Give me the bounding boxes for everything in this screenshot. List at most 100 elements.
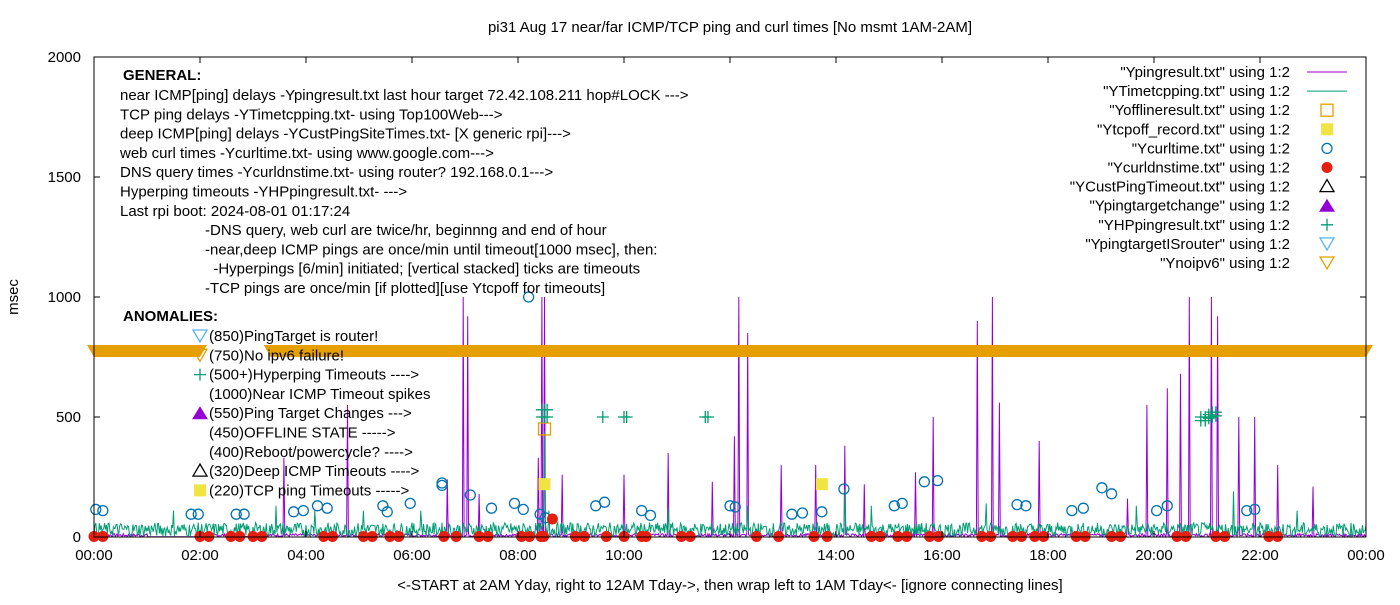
anomaly-marker <box>194 368 206 381</box>
data-point <box>311 500 324 512</box>
data-point <box>888 500 900 512</box>
legend-label: "YTimetcpping.txt" using 1:2 <box>1103 83 1290 100</box>
annotations-layer: GENERAL: near ICMP[ping] delays -Ypingres… <box>119 67 689 499</box>
data-point <box>838 483 850 495</box>
legend: "Ypingresult.txt" using 1:2 "YTimetcpping… <box>1070 64 1347 272</box>
general-line: near ICMP[ping] delays -Ypingresult.txt … <box>120 87 689 104</box>
legend-label: "Ynoipv6" using 1:2 <box>1160 255 1290 272</box>
general-line: Last rpi boot: 2024-08-01 01:17:24 <box>120 203 350 220</box>
legend-marker <box>1321 142 1333 155</box>
general-line: DNS query times -Ycurldnstime.txt- using… <box>120 164 553 181</box>
legend-label: "Ypingtargetchange" using 1:2 <box>1089 198 1290 215</box>
data-point <box>436 479 448 492</box>
data-point <box>538 478 551 491</box>
data-point <box>436 477 448 489</box>
legend-marker <box>1321 218 1333 231</box>
data-point <box>815 478 828 491</box>
y-tick-label: 1500 <box>48 169 81 186</box>
legend-marker <box>1319 198 1335 212</box>
legend-marker <box>1318 256 1336 271</box>
data-point <box>796 507 809 519</box>
data-point <box>1151 504 1163 517</box>
data-point <box>636 504 648 517</box>
general-line: TCP ping delays -YTimetcpping.txt- using… <box>120 106 503 123</box>
x-tick-label: 08:00 <box>499 547 537 564</box>
x-tick-label: 12:00 <box>711 547 749 564</box>
anomaly-marker <box>191 348 209 363</box>
x-tick-label: 14:00 <box>817 547 855 564</box>
x-axis-label: <-START at 2AM Yday, right to 12AM Tday-… <box>397 577 1062 594</box>
anomaly-line: (220)TCP ping Timeouts -----> <box>209 482 409 499</box>
y-tick-label: 1000 <box>48 289 81 306</box>
axes: 00:00 02:00 04:00 06:00 08:00 10:00 12:00 14:00… <box>48 49 1385 564</box>
legend-label: "Ycurltime.txt" using 1:2 <box>1132 140 1290 157</box>
x-tick-label: 00:00 <box>1347 547 1385 564</box>
data-point <box>546 513 558 525</box>
general-line: deep ICMP[ping] delays -YCustPingSiteTim… <box>120 126 571 143</box>
data-point <box>97 504 109 517</box>
data-point <box>644 509 657 522</box>
y-axis-label: msec <box>5 279 22 315</box>
data-point <box>1161 500 1173 512</box>
x-tick-label: 16:00 <box>923 547 961 564</box>
data-point <box>1096 482 1108 494</box>
anomaly-marker <box>194 484 206 497</box>
data-point <box>1020 500 1032 512</box>
data-point <box>786 508 798 520</box>
data-point <box>620 411 633 423</box>
data-point <box>1249 503 1261 516</box>
data-point <box>90 503 102 516</box>
x-tick-label: 02:00 <box>181 547 219 564</box>
note-line: -near,deep ICMP pings are once/min until… <box>205 241 657 258</box>
note-line: -Hyperpings [6/min] initiated; [vertical… <box>205 261 640 278</box>
note-line: -TCP pings are once/min [if plotted][use… <box>205 280 605 297</box>
x-tick-label: 04:00 <box>287 547 325 564</box>
x-tick-label: 20:00 <box>1135 547 1173 564</box>
data-point <box>1241 504 1253 517</box>
data-point <box>931 474 944 487</box>
anomaly-marker <box>192 406 208 420</box>
legend-label: "Yofflineresult.txt" using 1:2 <box>1109 102 1290 119</box>
x-tick-label: 22:00 <box>1241 547 1279 564</box>
data-point <box>192 508 204 520</box>
data-point <box>185 508 197 520</box>
anomaly-line: (500+)Hyperping Timeouts ----> <box>209 367 419 384</box>
general-heading: GENERAL: <box>123 67 201 84</box>
data-point <box>598 496 611 508</box>
data-point <box>1209 409 1222 422</box>
data-point <box>596 411 609 423</box>
anomaly-line: (1000)Near ICMP Timeout spikes <box>209 386 430 403</box>
noipv6-band <box>263 345 1374 357</box>
anomalies-heading: ANOMALIES: <box>123 308 218 325</box>
data-point <box>522 291 535 303</box>
data-point <box>541 411 554 423</box>
general-line: Hyperping timeouts -YHPpingresult.txt- -… <box>120 184 407 201</box>
data-point <box>816 506 828 518</box>
general-line: web curl times -Ycurltime.txt- using www… <box>119 145 494 162</box>
x-tick-label: 18:00 <box>1029 547 1067 564</box>
data-point <box>230 508 242 520</box>
legend-label: "YHPpingresult.txt" using 1:2 <box>1098 217 1290 234</box>
anomaly-line: (550)Ping Target Changes ---> <box>209 405 412 422</box>
data-point <box>1011 498 1023 511</box>
y-tick-label: 2000 <box>48 49 81 66</box>
data-point <box>321 502 333 514</box>
data-point <box>896 497 908 510</box>
data-point <box>508 497 521 510</box>
anomaly-line: (450)OFFLINE STATE -----> <box>209 425 396 442</box>
legend-label: "Ypingresult.txt" using 1:2 <box>1120 64 1290 81</box>
data-point <box>517 503 529 516</box>
anomaly-marker <box>191 329 209 344</box>
data-point <box>724 500 736 512</box>
y-tick-label: 0 <box>73 529 81 546</box>
data-point <box>1066 504 1078 517</box>
data-point <box>381 506 393 518</box>
anomaly-marker <box>191 462 209 477</box>
legend-marker <box>1318 178 1336 193</box>
legend-marker <box>1321 162 1333 173</box>
data-point <box>1105 488 1118 500</box>
x-tick-label: 00:00 <box>75 547 113 564</box>
data-point <box>404 497 416 510</box>
